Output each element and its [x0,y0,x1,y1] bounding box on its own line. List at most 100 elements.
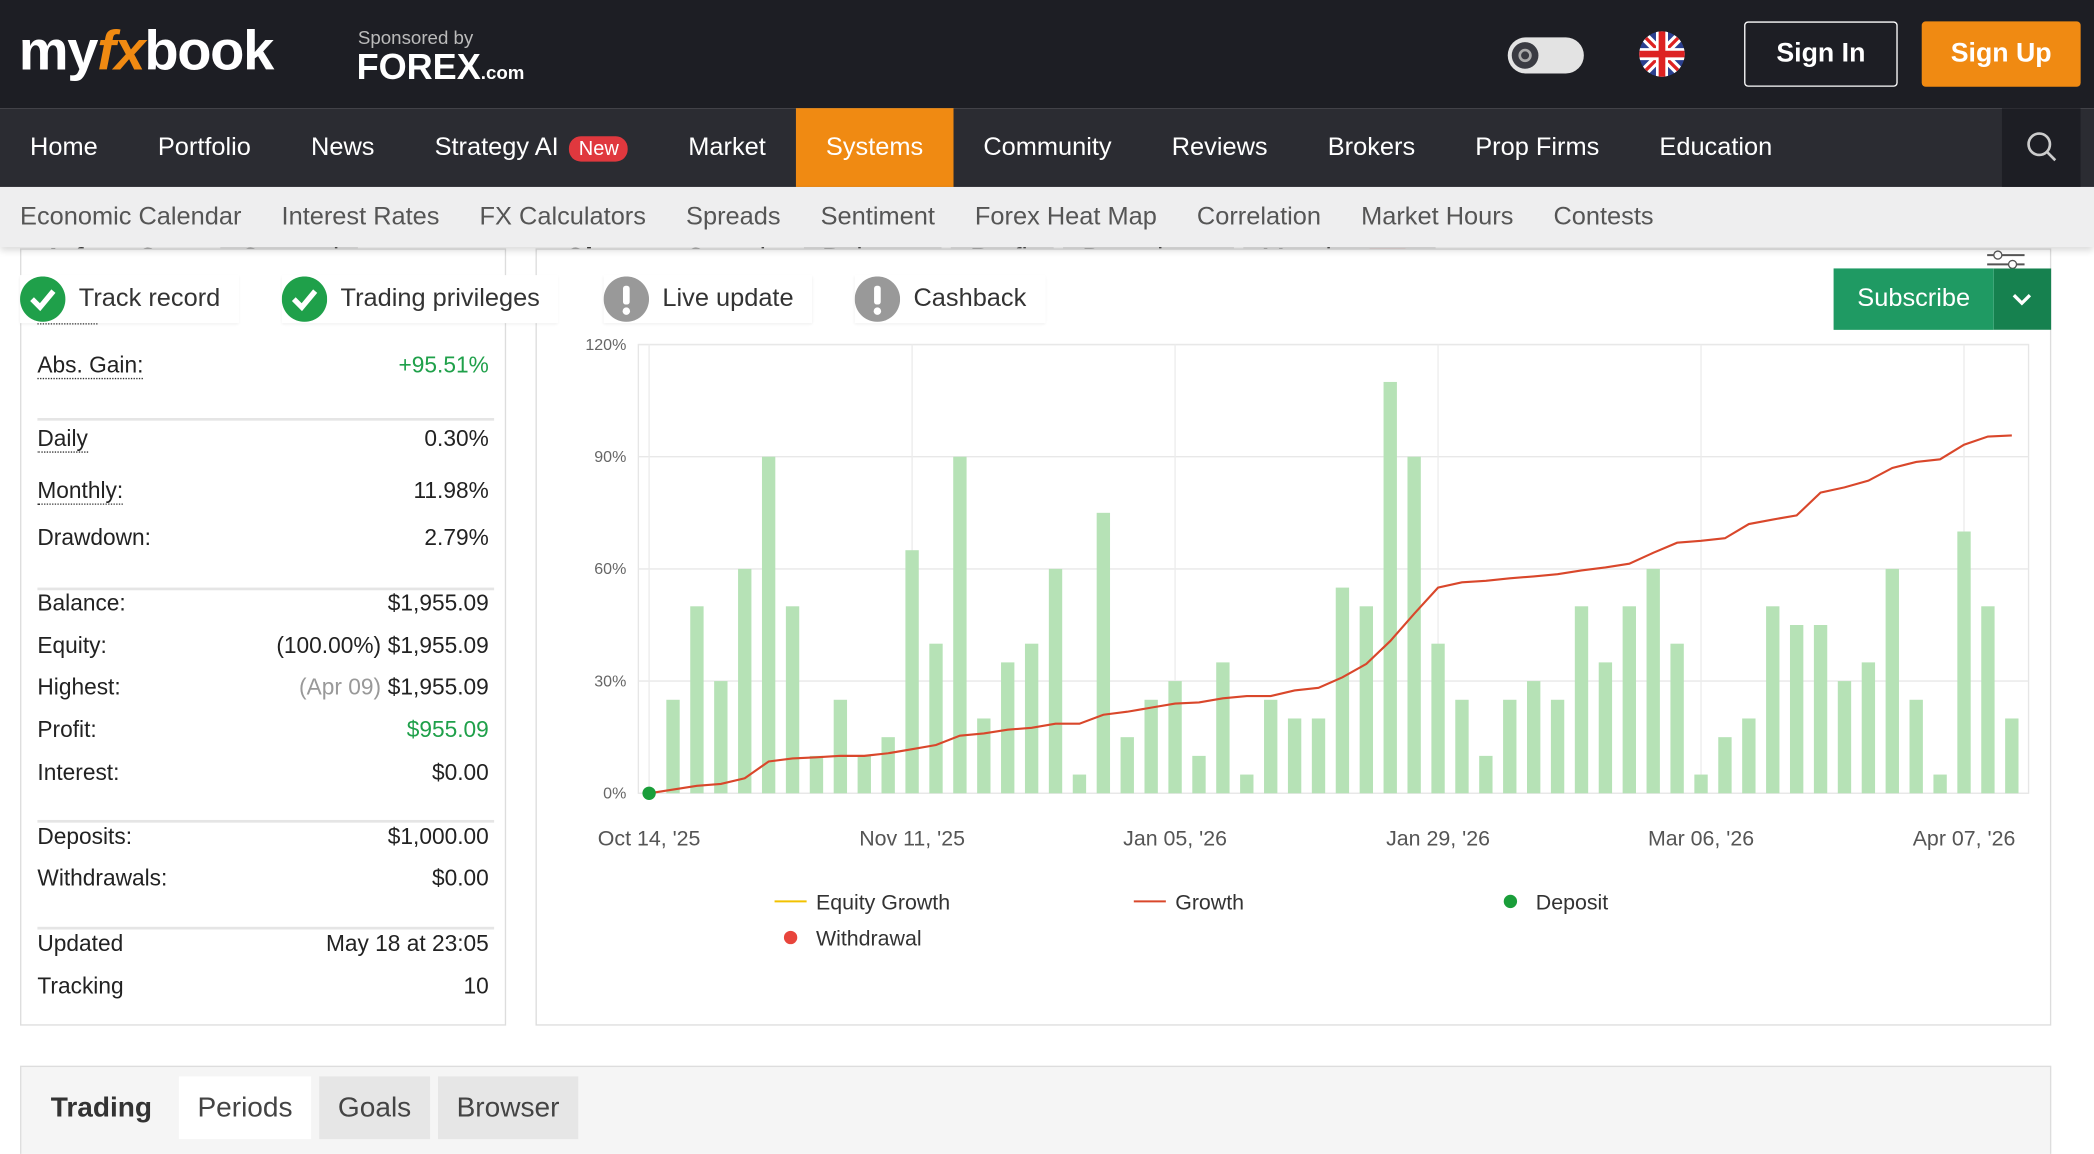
sign-up-button[interactable]: Sign Up [1921,21,2081,87]
y-tick-label: 90% [594,448,626,466]
stat-value: 0.30% [424,426,488,453]
logo-part: my [18,18,99,82]
nav-item[interactable]: Portfolio [128,108,281,187]
bar [1957,531,1971,794]
x-tick-label: Jan 29, '26 [1386,826,1490,850]
stat-label: Equity: [37,633,107,659]
theme-toggle[interactable] [1506,36,1586,76]
sub-nav-item[interactable]: Spreads [686,202,781,231]
bar [1837,681,1852,794]
status-badges: Track record Trading privileges Live updat… [0,275,1068,324]
sponsor-text: Sponsored by [357,26,474,49]
stat-value: $955.09 [407,717,489,744]
sub-nav-item[interactable]: FX Calculators [479,202,646,231]
legend-label: Withdrawal [816,927,922,951]
bar [761,456,776,794]
stat-row: Balance: $1,955.09 [37,590,504,619]
bar [1192,755,1206,794]
sub-nav-item[interactable]: Contests [1553,202,1654,231]
bar [857,755,871,794]
nav-label: Community [983,133,1112,162]
stat-label: Updated [37,930,124,957]
bottom-tabs: Trading Periods Goals Browser [32,1076,579,1140]
bar [1335,587,1350,794]
bar [1574,606,1589,794]
bar [1742,718,1756,794]
nav-item[interactable]: Prop Firms [1445,108,1629,187]
growth-line [648,434,2012,795]
nav-item[interactable]: Reviews [1142,108,1298,187]
stat-number: May 18 at 23:05 [325,930,489,957]
nav-item[interactable]: Community [953,108,1141,187]
stat-row: Withdrawals: $0.00 [37,865,504,894]
nav-item[interactable]: Education [1629,108,1802,187]
nav-item[interactable]: Brokers [1298,108,1446,187]
nav-item[interactable]: Market [658,108,796,187]
bar [809,755,824,794]
nav-label: Systems [825,133,924,162]
stat-label: Deposits: [37,823,133,850]
sub-nav-item[interactable]: Sentiment [820,202,935,231]
bar [1264,699,1278,794]
bar [2005,718,2019,794]
sub-nav-item[interactable]: Forex Heat Map [974,202,1157,231]
stat-row: Updated May 18 at 23:05 [37,931,504,960]
subscribe-button[interactable]: Subscribe [1833,268,1994,330]
stat-label: Highest: [37,674,121,700]
bar [1479,755,1493,794]
stat-value: +95.51% [399,353,489,380]
bar [1168,681,1182,794]
search-button[interactable] [2001,108,2081,187]
stat-label: Profit: [37,717,97,743]
x-tick-label: Mar 06, '26 [1648,826,1754,850]
nav-label: Strategy AI [434,133,559,162]
stat-row: Monthly: 11.98% [37,478,504,507]
bottom-tab[interactable]: Trading [50,1092,153,1124]
bar [1096,512,1111,794]
bar [953,456,967,794]
stat-note: (100.00%) [276,633,382,659]
bottom-tab[interactable]: Goals [319,1076,430,1140]
stat-number: $0.00 [431,865,489,891]
stat-label: Abs. Gain: [37,352,144,380]
sub-nav-item[interactable]: Correlation [1196,202,1322,231]
bar [1718,737,1732,794]
bar [1048,568,1063,794]
bar [1670,643,1684,794]
sponsor-name: FOREX [356,46,481,87]
sub-nav: Economic Calendar Interest Rates FX Calcul… [0,186,2094,248]
nav-item[interactable]: Strategy AI New [405,108,659,187]
language-flag[interactable] [1637,29,1686,78]
status-icon [854,276,901,322]
nav-item[interactable]: Home [0,108,128,187]
bottom-tab[interactable]: Periods [178,1076,312,1140]
sub-nav-item[interactable]: Economic Calendar [20,202,242,231]
sponsor-logo[interactable]: FOREX.com [357,47,525,88]
x-tick-label: Apr 07, '26 [1913,826,2016,850]
legend-label: Growth [1175,890,1244,914]
sub-nav-item[interactable]: Market Hours [1361,202,1514,231]
logo-part: fx [97,18,146,82]
y-tick-label: 60% [594,560,626,578]
subscribe-dropdown[interactable] [1993,268,2052,330]
chart-settings-icon[interactable] [1984,244,2027,271]
status-badge: Track record [20,275,239,324]
x-tick-label: Oct 14, '25 [598,826,701,850]
bar [905,550,919,794]
nav-item[interactable]: Systems [795,108,954,187]
bar [1789,624,1804,794]
sign-in-button[interactable]: Sign In [1744,21,1898,87]
sub-nav-item[interactable]: Interest Rates [281,202,440,231]
bar [1503,699,1517,794]
bar [1359,606,1374,794]
main-nav: Home Portfolio News Strategy AI New Market Sys… [0,108,2094,187]
x-tick-label: Nov 11, '25 [859,826,965,850]
bottom-tab[interactable]: Browser [437,1076,579,1140]
nav-item[interactable]: News [281,108,405,187]
logo[interactable]: myfxbook [18,18,275,83]
stat-row: Interest: $0.00 [37,760,504,789]
bar [833,699,848,794]
stat-row: Tracking 10 [37,974,504,1003]
